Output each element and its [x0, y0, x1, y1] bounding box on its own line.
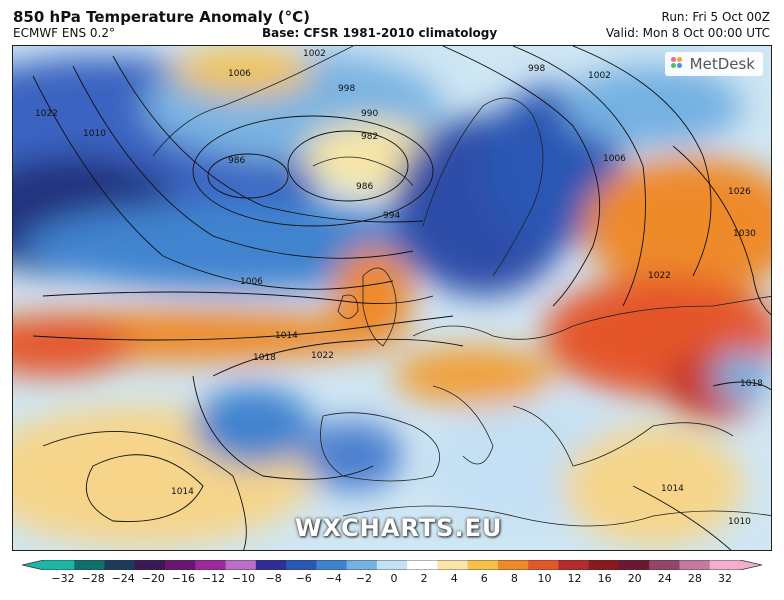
- colorbar-tick-label: −24: [111, 572, 135, 585]
- watermark: WXCHARTS.EU: [295, 514, 503, 542]
- colorbar-tick-label: 12: [567, 572, 582, 585]
- run-label: Run: Fri 5 Oct 00Z: [661, 10, 770, 24]
- isobars: [32, 46, 771, 550]
- colorbar-segment: [74, 560, 106, 570]
- colorbar-ticks: −32 −28 −24 −20 −16 −12 −10 −8 −6 −4 −2 0 2 4 6 8 10 12 16…: [0, 572, 784, 592]
- isobar-label: 1022: [35, 109, 58, 119]
- isobar-label: 1022: [648, 271, 671, 281]
- isobar-label: 986: [228, 156, 245, 166]
- isobar-label: 1030: [733, 229, 756, 239]
- colorbar-tick-label: 28: [687, 572, 702, 585]
- colorbar-tick-label: −10: [231, 572, 256, 585]
- colorbar-segment: [497, 560, 529, 570]
- colorbar-tick-label: −2: [355, 572, 372, 585]
- isobar-label: 1014: [171, 487, 194, 497]
- isobar-label: 994: [383, 211, 400, 221]
- colorbar-segment: [588, 560, 620, 570]
- isobar-label: 998: [338, 84, 355, 94]
- colorbar-tick-label: 24: [657, 572, 672, 585]
- colorbar-tick-label: −6: [295, 572, 312, 585]
- colorbar-tick-label: −28: [81, 572, 105, 585]
- colorbar-tick-label: 4: [450, 572, 458, 585]
- colorbar-segment: [679, 560, 711, 570]
- coastlines: [152, 46, 771, 527]
- valid-label: Valid: Mon 8 Oct 00:00 UTC: [605, 26, 770, 40]
- metdesk-logo: MetDesk: [664, 52, 763, 76]
- isobar-label: 982: [361, 132, 378, 142]
- isobar-label: 986: [356, 182, 373, 192]
- colorbar-tick-label: −12: [201, 572, 226, 585]
- isobar-label: 1006: [603, 154, 626, 164]
- isobar-label: 1002: [303, 49, 326, 59]
- isobar-label-layer: 1002 1006 998 998 1002 1022 1010 986 990…: [35, 49, 763, 527]
- colorbar-segment: [165, 560, 196, 570]
- metdesk-dots-icon: [670, 57, 685, 71]
- colorbar-tick-label: −8: [265, 572, 282, 585]
- colorbar-tick-label: 20: [627, 572, 642, 585]
- isobar-label: 1026: [728, 187, 751, 197]
- colorbar-segment: [618, 560, 650, 570]
- colorbar-segment: [286, 560, 317, 570]
- colorbar-segment: [558, 560, 590, 570]
- colorbar-segment: [255, 560, 287, 570]
- isobar-label: 998: [528, 64, 545, 74]
- isobar-label: 1010: [728, 517, 751, 527]
- colorbar-segment: [316, 560, 348, 570]
- colorbar-tick-label: −20: [141, 572, 165, 585]
- map-canvas: 1002 1006 998 998 1002 1022 1010 986 990…: [13, 46, 771, 550]
- colorbar-tick-label: 32: [718, 572, 732, 585]
- model-label: ECMWF ENS 0.2°: [13, 26, 115, 40]
- anomaly-map: 1002 1006 998 998 1002 1022 1010 986 990…: [12, 45, 772, 551]
- colorbar-segment: [225, 560, 257, 570]
- colorbar-segment: [407, 560, 438, 570]
- colorbar-tick-label: 16: [597, 572, 612, 585]
- colorbar: [22, 560, 762, 570]
- chart-header: 850 hPa Temperature Anomaly (°C) ECMWF E…: [0, 0, 784, 44]
- colorbar-segment: [649, 560, 681, 570]
- colorbar-segment: [346, 560, 378, 570]
- isobar-label: 1022: [311, 351, 334, 361]
- isobar-label: 1018: [740, 379, 763, 389]
- colorbar-segment: [195, 560, 227, 570]
- colorbar-tick-label: 6: [480, 572, 488, 585]
- colorbar-segment: [467, 560, 499, 570]
- isobar-label: 1018: [253, 353, 276, 363]
- colorbar-segment: [44, 560, 75, 570]
- colorbar-segment: [376, 560, 408, 570]
- colorbar-segment: [528, 560, 560, 570]
- isobar-label: 1014: [275, 331, 298, 341]
- base-label: Base: CFSR 1981-2010 climatology: [262, 26, 498, 40]
- isobar-label: 1006: [228, 69, 251, 79]
- colorbar-tick-label: 8: [510, 572, 518, 585]
- colorbar-tick-label: −4: [325, 572, 342, 585]
- isobar-label: 990: [361, 109, 378, 119]
- isobar-label: 1010: [83, 129, 106, 139]
- colorbar-tick-label: 10: [537, 572, 552, 585]
- isobar-label: 1002: [588, 71, 611, 81]
- isobar-label: 1006: [240, 277, 263, 287]
- colorbar-tick-label: −16: [171, 572, 195, 585]
- colorbar-segment: [709, 560, 741, 570]
- colorbar-segment: [134, 560, 166, 570]
- colorbar-segment: [437, 560, 469, 570]
- colorbar-extend-low: [22, 560, 44, 570]
- colorbar-tick-label: −32: [51, 572, 75, 585]
- colorbar-tick-label: 0: [390, 572, 398, 585]
- colorbar-extend-high: [740, 560, 762, 570]
- chart-title: 850 hPa Temperature Anomaly (°C): [13, 8, 310, 26]
- isobar-label: 1014: [661, 484, 684, 494]
- colorbar-tick-label: 2: [420, 572, 428, 585]
- metdesk-logo-text: MetDesk: [689, 55, 755, 73]
- colorbar-segment: [104, 560, 136, 570]
